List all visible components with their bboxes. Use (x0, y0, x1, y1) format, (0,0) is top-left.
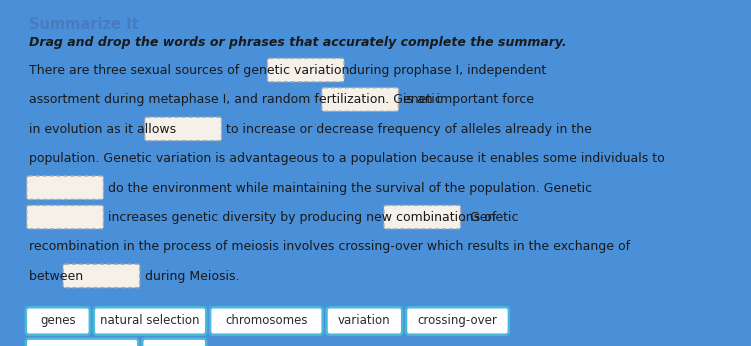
FancyBboxPatch shape (27, 205, 104, 229)
Text: variation: variation (338, 315, 391, 327)
FancyBboxPatch shape (94, 307, 207, 335)
FancyBboxPatch shape (322, 88, 399, 111)
Text: Drag and drop the words or phrases that accurately complete the summary.: Drag and drop the words or phrases that … (29, 36, 566, 49)
Text: during Meiosis.: during Meiosis. (140, 270, 240, 283)
Text: population. Genetic variation is advantageous to a population because it enables: population. Genetic variation is advanta… (29, 152, 665, 165)
Text: . Genetic: . Genetic (462, 211, 518, 224)
Text: between: between (29, 270, 87, 283)
Text: natural selection: natural selection (100, 315, 200, 327)
Text: assortment during metaphase I, and random fertilization. Genetic: assortment during metaphase I, and rando… (29, 93, 445, 107)
FancyBboxPatch shape (63, 264, 140, 288)
Text: increases genetic diversity by producing new combinations of: increases genetic diversity by producing… (104, 211, 501, 224)
FancyBboxPatch shape (210, 307, 323, 335)
Text: is an important force: is an important force (400, 93, 535, 107)
Text: crossing-over: crossing-over (418, 315, 497, 327)
FancyBboxPatch shape (142, 339, 207, 346)
FancyBboxPatch shape (27, 176, 104, 199)
Text: Summarize It: Summarize It (29, 17, 138, 32)
FancyBboxPatch shape (327, 307, 403, 335)
Text: to increase or decrease frequency of alleles already in the: to increase or decrease frequency of all… (222, 123, 593, 136)
Text: do the environment while maintaining the survival of the population. Genetic: do the environment while maintaining the… (104, 182, 593, 194)
FancyBboxPatch shape (26, 307, 90, 335)
Text: recombination in the process of meiosis involves crossing-over which results in : recombination in the process of meiosis … (29, 240, 630, 253)
Text: There are three sexual sources of genetic variation:: There are three sexual sources of geneti… (29, 64, 357, 77)
Text: genes: genes (40, 315, 76, 327)
Text: in evolution as it allows: in evolution as it allows (29, 123, 179, 136)
FancyBboxPatch shape (267, 58, 344, 82)
Text: chromosomes: chromosomes (225, 315, 308, 327)
FancyBboxPatch shape (384, 205, 460, 229)
Text: during prophase I, independent: during prophase I, independent (345, 64, 546, 77)
FancyBboxPatch shape (406, 307, 509, 335)
FancyBboxPatch shape (26, 339, 138, 346)
FancyBboxPatch shape (145, 117, 222, 141)
